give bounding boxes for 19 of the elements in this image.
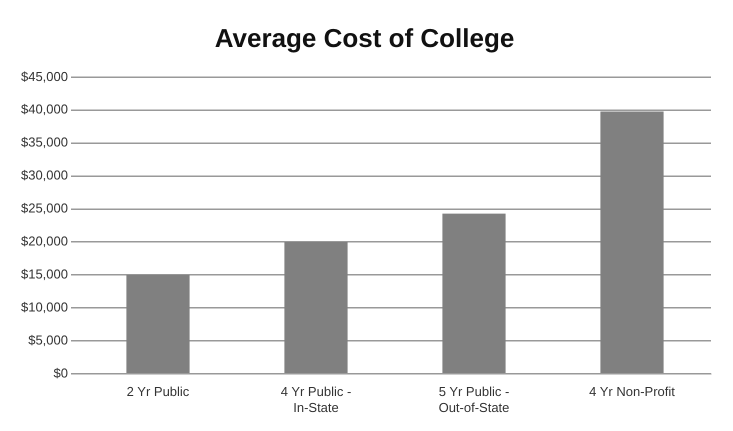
y-tick-label: $35,000	[20, 134, 68, 150]
chart-title: Average Cost of College	[214, 22, 514, 53]
y-tick-label: $15,000	[20, 266, 68, 282]
x-tick-label: 5 Yr Public - Out-of-State	[438, 384, 510, 415]
y-tick-label: $30,000	[20, 168, 68, 183]
y-tick-label: $10,000	[20, 299, 68, 314]
y-tick-label: $20,000	[20, 234, 68, 249]
y-tick-label: $45,000	[20, 68, 68, 84]
x-tick-label: 2 Yr Public	[126, 384, 190, 400]
bar	[284, 242, 348, 374]
bar	[442, 214, 506, 374]
y-tick-label: $0	[54, 365, 68, 380]
bar	[600, 111, 664, 374]
x-tick-label: 4 Yr Public - In-State	[280, 384, 352, 415]
y-tick-label: $5,000	[28, 332, 68, 348]
bar	[126, 274, 190, 374]
x-tick-label: 4 Yr Non-Profit	[589, 384, 676, 400]
y-tick-label: $25,000	[20, 200, 68, 216]
y-tick-label: $40,000	[20, 102, 68, 117]
